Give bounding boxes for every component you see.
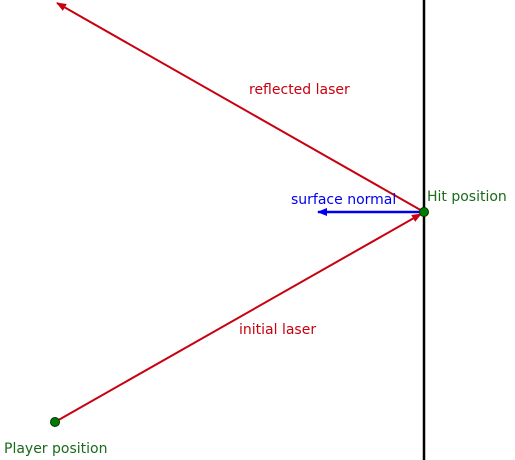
reflected-laser-arrow	[56, 2, 425, 213]
initial-laser-arrow	[54, 213, 422, 423]
player-position-label: Player position	[4, 441, 107, 457]
initial-laser-label: initial laser	[239, 322, 316, 338]
hit-position-point	[419, 207, 429, 217]
hit-position-label: Hit position	[427, 189, 507, 205]
surface-normal-label: surface normal	[291, 192, 396, 208]
reflected-laser-label: reflected laser	[249, 82, 350, 98]
player-position-point	[50, 417, 60, 427]
